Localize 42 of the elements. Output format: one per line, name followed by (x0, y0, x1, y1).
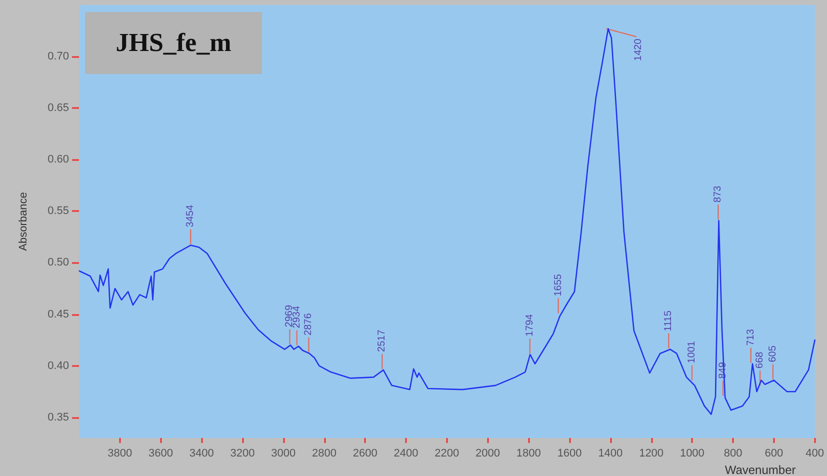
y-tick-label: 0.35 (48, 411, 69, 424)
annotation: 2876 (303, 312, 314, 336)
annotation: 605 (767, 345, 778, 362)
y-tick-label: 0.65 (48, 102, 69, 114)
x-tick-label: 1400 (598, 448, 623, 460)
line-series (78, 28, 816, 415)
annotation: 713 (745, 328, 756, 346)
x-tick-label: 2600 (352, 448, 378, 460)
annotation: 1420 (632, 38, 644, 61)
x-axis-title: Wavenumber (724, 463, 796, 476)
y-axis-title: Absorbance (18, 192, 30, 251)
y-tick-label: 0.45 (48, 308, 69, 320)
x-tick-label: 3400 (189, 448, 214, 460)
x-tick-label: 3200 (230, 448, 255, 460)
x-tick-label: 800 (724, 448, 742, 460)
annotation: 1794 (524, 314, 536, 336)
y-tick-label: 0.70 (48, 50, 69, 63)
y-tick-label: 0.60 (48, 154, 69, 166)
annotation: 1115 (663, 310, 674, 332)
x-tick-label: 2200 (434, 448, 460, 460)
y-tick-label: 0.55 (48, 205, 69, 218)
text: JHS_fe_m (85, 12, 262, 74)
x-tick-label: 2000 (476, 448, 500, 460)
annotation: 1655 (552, 274, 564, 296)
annotation: 2517 (376, 329, 388, 352)
x-tick-label: 1800 (516, 448, 541, 460)
x-tick-label: 3000 (271, 448, 296, 460)
x-tick-label: 1200 (639, 448, 664, 460)
x-tick-label: 3800 (108, 448, 132, 460)
x-tick-label: 600 (764, 448, 784, 460)
x-tick-label: 1600 (557, 448, 582, 460)
y-tick-label: 0.50 (48, 256, 69, 269)
y-tick-label: 0.40 (48, 360, 69, 372)
annotation: 873 (712, 185, 724, 202)
annotation: 1001 (686, 340, 698, 364)
annotation: 668 (754, 351, 766, 368)
annotation: 3454 (185, 204, 196, 228)
x-tick-label: 3600 (148, 448, 173, 460)
x-tick-label: 400 (806, 448, 824, 460)
x-tick-label: 2800 (312, 448, 337, 460)
x-tick-label: 1000 (680, 448, 704, 460)
x-tick-label: 2400 (394, 448, 418, 460)
